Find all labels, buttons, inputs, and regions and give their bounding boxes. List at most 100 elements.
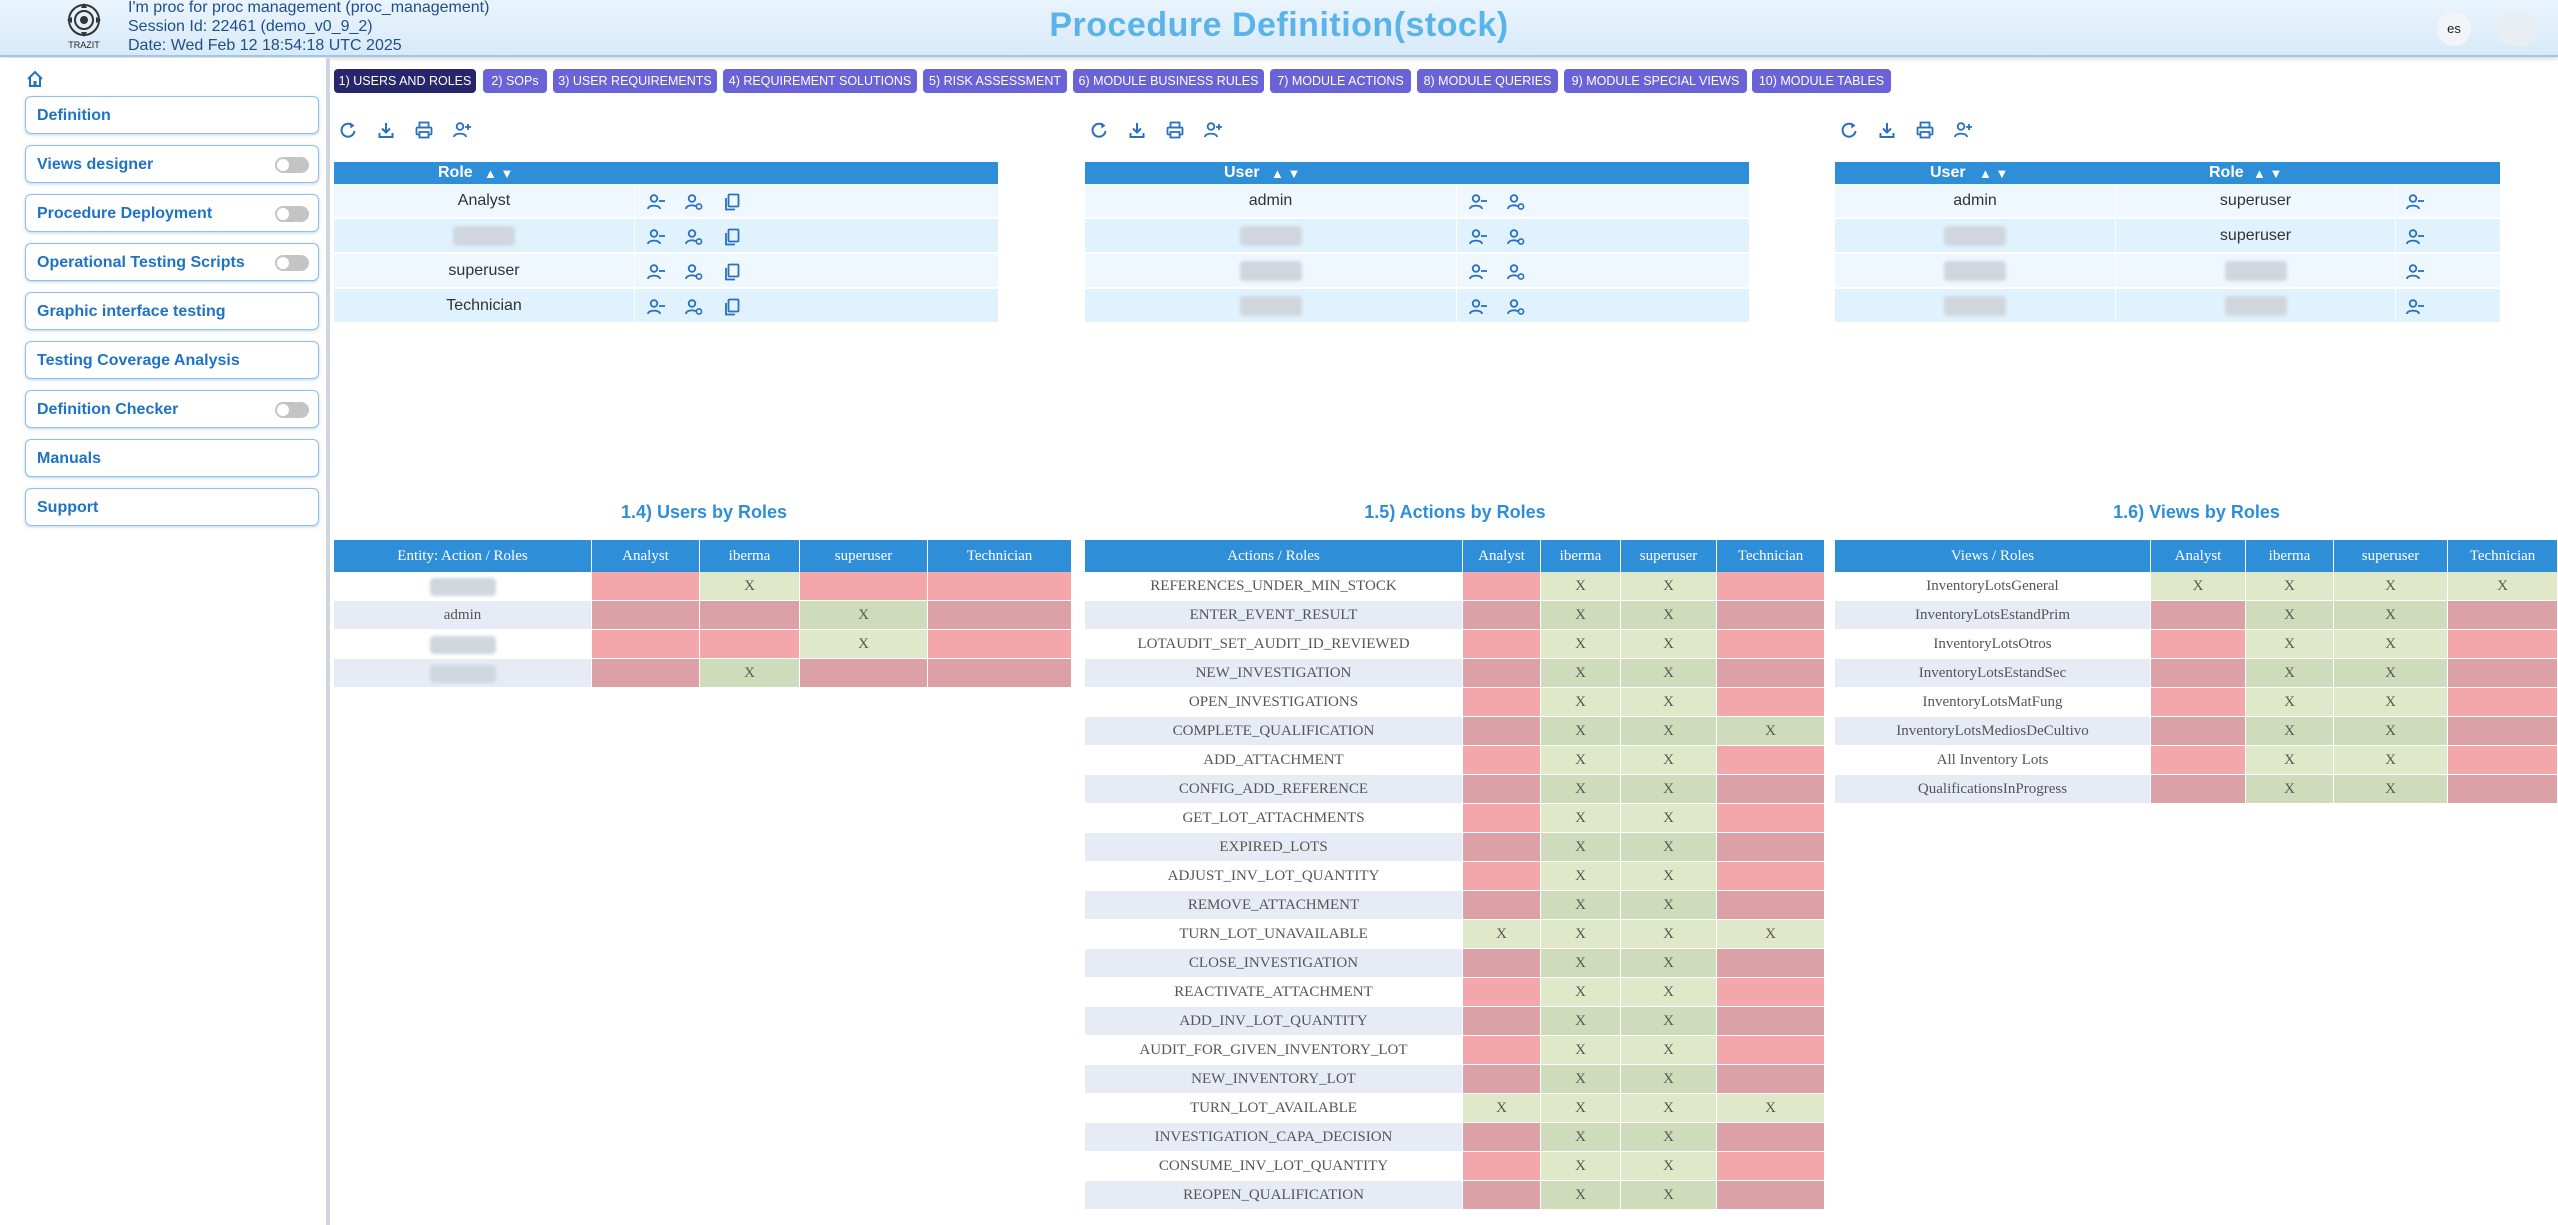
permission-granted-cell[interactable]: X [1541,775,1621,804]
user-settings-icon[interactable] [684,262,704,282]
permission-granted-cell[interactable]: X [1621,1007,1717,1036]
tab-user-requirements[interactable]: 3) USER REQUIREMENTS [553,69,717,93]
permission-granted-cell[interactable]: X [2334,630,2448,659]
permission-granted-cell[interactable]: X [1621,688,1717,717]
permission-granted-cell[interactable]: X [1541,659,1621,688]
permission-granted-cell[interactable]: X [2246,746,2334,775]
permission-denied-cell[interactable] [1463,1036,1541,1065]
tab-module-business-rules[interactable]: 6) MODULE BUSINESS RULES [1073,69,1264,93]
permission-granted-cell[interactable]: X [1541,804,1621,833]
permission-denied-cell[interactable] [928,630,1072,659]
permission-granted-cell[interactable]: X [700,572,800,601]
role-sort-arrows[interactable]: ▲ ▼ [2253,166,2283,181]
permission-denied-cell[interactable] [2151,775,2246,804]
permission-granted-cell[interactable]: X [1621,572,1717,601]
user-settings-icon[interactable] [1506,297,1526,317]
permission-granted-cell[interactable]: X [2151,572,2246,601]
permission-denied-cell[interactable] [2448,775,2558,804]
permission-granted-cell[interactable]: X [1541,1065,1621,1094]
permission-denied-cell[interactable] [1463,978,1541,1007]
user-menu-button[interactable] [2497,12,2537,46]
permission-denied-cell[interactable] [1717,775,1825,804]
tab-module-special-views[interactable]: 9) MODULE SPECIAL VIEWS [1564,69,1747,93]
permission-granted-cell[interactable]: X [1621,891,1717,920]
permission-granted-cell[interactable]: X [1463,1094,1541,1123]
permission-denied-cell[interactable] [2151,688,2246,717]
user-roles-download-icon[interactable] [1877,120,1897,140]
user-roles-add-user-icon[interactable] [1953,120,1973,140]
permission-granted-cell[interactable]: X [1541,688,1621,717]
permission-denied-cell[interactable] [2151,659,2246,688]
remove-user-icon[interactable] [1468,262,1488,282]
permission-granted-cell[interactable]: X [1717,1094,1825,1123]
definition-checker-toggle[interactable] [275,402,309,418]
remove-user-icon[interactable] [1468,192,1488,212]
permission-denied-cell[interactable] [1463,1181,1541,1210]
permission-denied-cell[interactable] [1717,1123,1825,1152]
permission-granted-cell[interactable]: X [2246,688,2334,717]
permission-denied-cell[interactable] [1463,746,1541,775]
permission-granted-cell[interactable]: X [1541,1007,1621,1036]
permission-denied-cell[interactable] [1463,659,1541,688]
roles-add-user-icon[interactable] [452,120,472,140]
user-roles-print-icon[interactable] [1915,120,1935,140]
remove-user-icon[interactable] [2405,297,2425,317]
remove-user-icon[interactable] [2405,227,2425,247]
user-roles-refresh-icon[interactable] [1839,120,1859,140]
sidebar-item-views-designer[interactable]: Views designer [25,145,319,183]
tab-sops[interactable]: 2) SOPs [483,69,547,93]
copy-icon[interactable] [722,227,742,247]
permission-denied-cell[interactable] [2151,717,2246,746]
permission-denied-cell[interactable] [2448,746,2558,775]
permission-granted-cell[interactable]: X [2246,717,2334,746]
permission-denied-cell[interactable] [1717,978,1825,1007]
permission-granted-cell[interactable]: X [1541,1152,1621,1181]
tab-risk-assessment[interactable]: 5) RISK ASSESSMENT [923,69,1067,93]
roles-download-icon[interactable] [376,120,396,140]
permission-denied-cell[interactable] [1717,601,1825,630]
sidebar-item-definition-checker[interactable]: Definition Checker [25,390,319,428]
permission-granted-cell[interactable]: X [1621,833,1717,862]
permission-granted-cell[interactable]: X [1463,920,1541,949]
permission-granted-cell[interactable]: X [2246,775,2334,804]
remove-user-icon[interactable] [646,192,666,212]
permission-granted-cell[interactable]: X [2334,601,2448,630]
permission-granted-cell[interactable]: X [1621,717,1717,746]
permission-denied-cell[interactable] [1463,949,1541,978]
users-add-user-icon[interactable] [1203,120,1223,140]
permission-denied-cell[interactable] [1717,804,1825,833]
copy-icon[interactable] [722,262,742,282]
permission-granted-cell[interactable]: X [1621,1065,1717,1094]
permission-granted-cell[interactable]: X [1717,920,1825,949]
permission-denied-cell[interactable] [1717,688,1825,717]
permission-denied-cell[interactable] [2448,659,2558,688]
permission-granted-cell[interactable]: X [1621,1152,1717,1181]
user-settings-icon[interactable] [684,227,704,247]
permission-denied-cell[interactable] [700,630,800,659]
permission-granted-cell[interactable]: X [1621,1181,1717,1210]
users-print-icon[interactable] [1165,120,1185,140]
permission-denied-cell[interactable] [1717,659,1825,688]
permission-granted-cell[interactable]: X [1621,920,1717,949]
permission-denied-cell[interactable] [1463,688,1541,717]
permission-granted-cell[interactable]: X [1621,804,1717,833]
tab-module-tables[interactable]: 10) MODULE TABLES [1752,69,1891,93]
permission-granted-cell[interactable]: X [2246,601,2334,630]
sidebar-item-manuals[interactable]: Manuals [25,439,319,477]
permission-granted-cell[interactable]: X [1621,1094,1717,1123]
permission-granted-cell[interactable]: X [1541,1123,1621,1152]
permission-granted-cell[interactable]: X [2246,572,2334,601]
user-settings-icon[interactable] [1506,227,1526,247]
permission-granted-cell[interactable]: X [1541,1036,1621,1065]
permission-denied-cell[interactable] [2151,601,2246,630]
permission-granted-cell[interactable]: X [1541,862,1621,891]
permission-denied-cell[interactable] [2448,630,2558,659]
users-download-icon[interactable] [1127,120,1147,140]
permission-denied-cell[interactable] [2448,717,2558,746]
remove-user-icon[interactable] [646,227,666,247]
permission-denied-cell[interactable] [1463,1152,1541,1181]
permission-denied-cell[interactable] [1463,775,1541,804]
permission-denied-cell[interactable] [928,601,1072,630]
permission-granted-cell[interactable]: X [1621,775,1717,804]
user-settings-icon[interactable] [684,192,704,212]
